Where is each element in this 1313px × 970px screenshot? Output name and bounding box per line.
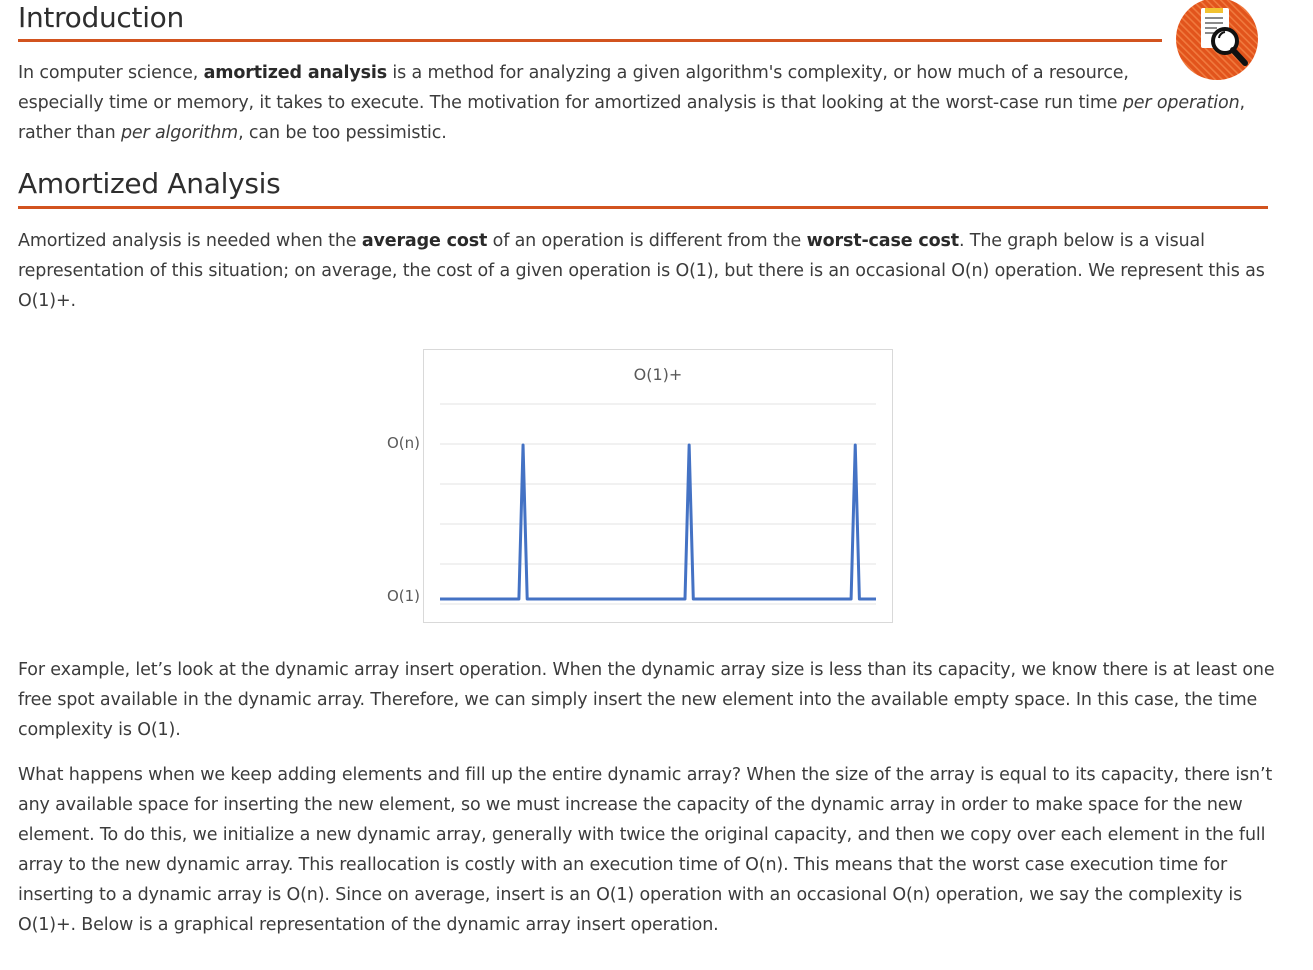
text-run: representation of this situation; on ave… xyxy=(18,261,1265,281)
text-run: inserting to a dynamic array is O(n). Si… xyxy=(18,885,1243,905)
text-run: , can be too pessimistic. xyxy=(238,123,447,143)
amortized-heading-rule xyxy=(18,206,1268,209)
text-run: Amortized analysis is needed when the xyxy=(18,231,362,251)
bold-term: amortized analysis xyxy=(203,63,388,83)
chart-series xyxy=(440,443,876,601)
text-run: array to the new dynamic array. This rea… xyxy=(18,855,1228,875)
chart-gridlines xyxy=(440,403,876,605)
intro-heading-rule xyxy=(18,39,1162,42)
y-tick-label-on: O(n) xyxy=(386,434,420,452)
amortized-paragraph-1: Amortized analysis is needed when the av… xyxy=(18,226,1288,316)
chart: O(1)+ xyxy=(423,349,893,623)
document-magnifier-icon xyxy=(1176,0,1258,80)
cost-series-line xyxy=(440,443,876,601)
text-run: complexity is O(1). xyxy=(18,720,181,740)
y-tick-label-o1: O(1) xyxy=(386,587,420,605)
text-run: . The graph below is a visual xyxy=(958,231,1205,251)
text-run: especially time or memory, it takes to e… xyxy=(18,93,1123,113)
text-run: element. To do this, we initialize a new… xyxy=(18,825,1266,845)
text-run: is a method for analyzing a given algori… xyxy=(386,63,1129,83)
chart-svg: O(1)+ xyxy=(440,365,876,605)
intro-paragraph: In computer science, amortized analysis … xyxy=(18,58,1278,148)
text-run: , xyxy=(1239,93,1246,113)
text-run: of an operation is different from the xyxy=(487,231,807,251)
text-run: O(1)+. Below is a graphical representati… xyxy=(18,915,719,935)
italic-term: per algorithm xyxy=(120,123,239,143)
intro-heading: Introduction xyxy=(18,1,184,34)
chart-title: O(1)+ xyxy=(634,365,683,384)
text-run: any available space for inserting the ne… xyxy=(18,795,1243,815)
example-paragraph: For example, let’s look at the dynamic a… xyxy=(18,655,1288,745)
italic-term: per operation xyxy=(1122,93,1240,113)
text-run: For example, let’s look at the dynamic a… xyxy=(18,660,1275,680)
text-run: rather than xyxy=(18,123,121,143)
bold-term: worst-case cost xyxy=(806,231,960,251)
text-run: What happens when we keep adding element… xyxy=(18,765,1273,785)
text-run: free spot available in the dynamic array… xyxy=(18,690,1258,710)
amortized-heading: Amortized Analysis xyxy=(18,167,281,200)
reallocation-paragraph: What happens when we keep adding element… xyxy=(18,760,1288,940)
text-run: In computer science, xyxy=(18,63,204,83)
bold-term: average cost xyxy=(361,231,488,251)
text-run: O(1)+. xyxy=(18,291,76,311)
